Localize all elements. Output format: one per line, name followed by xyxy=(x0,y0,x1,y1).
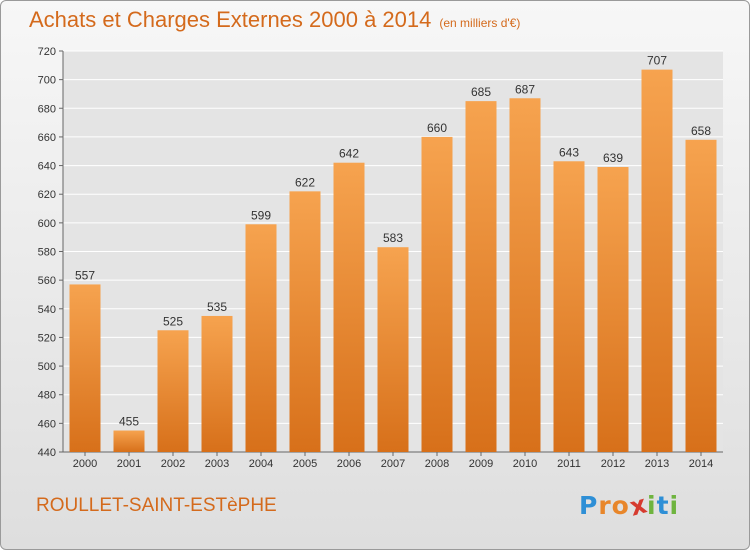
y-tick-label: 720 xyxy=(38,46,56,58)
y-tick-label: 580 xyxy=(38,247,56,259)
bar-value-label: 687 xyxy=(515,82,535,96)
bar-value-label: 660 xyxy=(427,121,447,135)
bar xyxy=(465,101,497,452)
y-tick-label: 600 xyxy=(38,218,56,230)
x-tick-label: 2008 xyxy=(425,458,449,470)
x-tick-label: 2011 xyxy=(557,458,581,470)
x-tick-label: 2005 xyxy=(293,458,317,470)
x-tick-label: 2002 xyxy=(161,458,185,470)
bar xyxy=(245,224,277,452)
bar-value-label: 525 xyxy=(163,314,183,328)
chart-title-text: Achats et Charges Externes 2000 à 2014 xyxy=(29,7,432,32)
y-tick-label: 500 xyxy=(38,361,56,373)
bar xyxy=(597,167,629,452)
bar-value-label: 658 xyxy=(691,124,711,138)
x-tick-label: 2000 xyxy=(73,458,97,470)
labels: 557 2000 455 2001 525 2002 535 2003 599 2004 622 20… xyxy=(73,54,713,470)
bar-value-label: 685 xyxy=(471,85,491,99)
bar xyxy=(333,162,365,452)
chart-subtitle: (en milliers d'€) xyxy=(439,16,521,30)
x-tick-label: 2013 xyxy=(645,458,669,470)
x-tick-label: 2010 xyxy=(513,458,537,470)
y-tick-label: 560 xyxy=(38,275,56,287)
x-tick-label: 2006 xyxy=(337,458,361,470)
bar-value-label: 455 xyxy=(119,415,139,429)
bar-value-label: 639 xyxy=(603,151,623,165)
bar xyxy=(685,139,717,453)
bar xyxy=(113,430,145,452)
x-tick-label: 2007 xyxy=(381,458,405,470)
y-tick-label: 660 xyxy=(38,132,56,144)
commune-name: ROULLET-SAINT-ESTèPHE xyxy=(36,495,277,516)
bar xyxy=(289,191,321,452)
bar-value-label: 535 xyxy=(207,300,227,314)
bar-value-label: 583 xyxy=(383,231,403,245)
bar-value-label: 707 xyxy=(647,54,667,68)
bar xyxy=(553,161,585,452)
bar xyxy=(377,247,409,452)
bar xyxy=(201,315,233,452)
bars xyxy=(69,69,717,453)
y-tick-label: 620 xyxy=(38,189,56,201)
x-tick-label: 2012 xyxy=(601,458,625,470)
y-tick-label: 520 xyxy=(38,332,56,344)
y-tick-label: 640 xyxy=(38,161,56,173)
bar-value-label: 557 xyxy=(75,268,95,282)
y-tick-label: 460 xyxy=(38,418,56,430)
bar xyxy=(421,136,453,452)
y-tick-label: 540 xyxy=(38,304,56,316)
y-tick-label: 680 xyxy=(38,103,56,115)
bar-value-label: 622 xyxy=(295,175,315,189)
y-tick-label: 480 xyxy=(38,390,56,402)
y-tick-label: 700 xyxy=(38,75,56,87)
bar xyxy=(157,330,189,452)
x-tick-label: 2003 xyxy=(205,458,229,470)
bar xyxy=(509,98,541,452)
proxiti-logo: Proxiti xyxy=(579,489,680,522)
y-tick-label: 440 xyxy=(38,447,56,459)
x-tick-label: 2001 xyxy=(117,458,141,470)
bar-value-label: 642 xyxy=(339,147,359,161)
x-tick-label: 2009 xyxy=(469,458,493,470)
x-tick-label: 2004 xyxy=(249,458,273,470)
bar xyxy=(69,284,101,452)
bar-value-label: 599 xyxy=(251,208,271,222)
bar xyxy=(641,69,673,452)
x-tick-label: 2014 xyxy=(689,458,713,470)
bar-value-label: 643 xyxy=(559,145,579,159)
chart-title: Achats et Charges Externes 2000 à 2014 (e… xyxy=(29,7,520,33)
